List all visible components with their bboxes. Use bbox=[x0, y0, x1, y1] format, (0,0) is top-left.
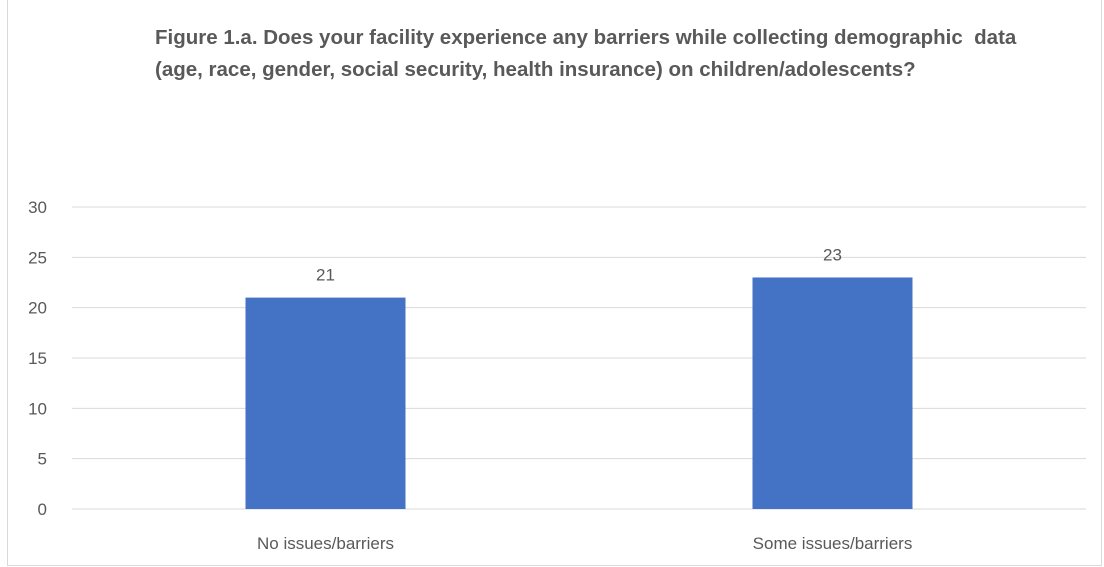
data-labels: 21 23 bbox=[316, 245, 842, 284]
y-axis-ticks: 0 5 10 15 20 25 30 bbox=[28, 198, 47, 519]
x-category-label: Some issues/barriers bbox=[753, 534, 913, 553]
chart-frame bbox=[7, 0, 1102, 566]
y-tick-label: 25 bbox=[28, 248, 47, 267]
data-label: 21 bbox=[316, 266, 335, 285]
y-tick-label: 10 bbox=[28, 399, 47, 418]
chart-title: Figure 1.a. Does your facility experienc… bbox=[155, 26, 1022, 81]
y-tick-label: 5 bbox=[38, 450, 47, 469]
bar bbox=[752, 277, 913, 509]
y-tick-label: 20 bbox=[28, 299, 47, 318]
y-tick-label: 30 bbox=[28, 198, 47, 217]
gridlines bbox=[72, 206, 1086, 510]
y-tick-label: 15 bbox=[28, 349, 47, 368]
x-axis-labels: No issues/barriers Some issues/barriers bbox=[257, 534, 912, 553]
bar bbox=[245, 297, 406, 509]
x-category-label: No issues/barriers bbox=[257, 534, 394, 553]
y-tick-label: 0 bbox=[38, 500, 47, 519]
data-label: 23 bbox=[823, 245, 842, 264]
bars bbox=[245, 277, 913, 509]
